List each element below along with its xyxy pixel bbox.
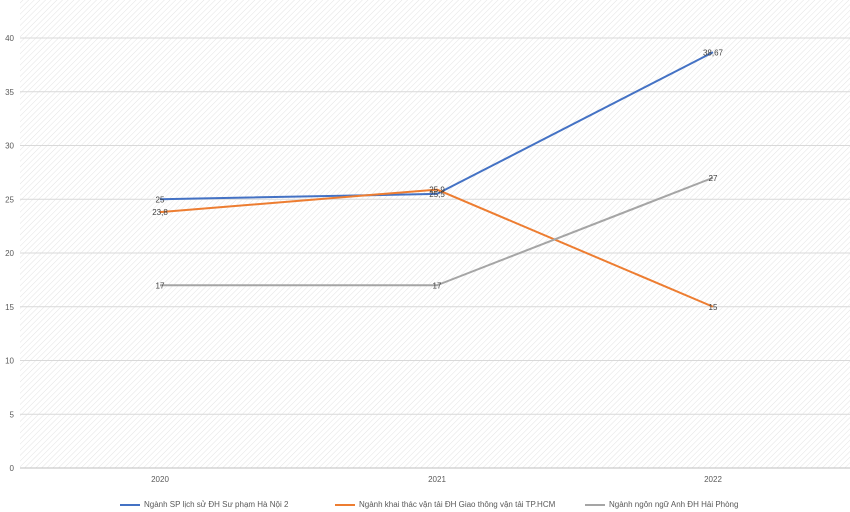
data-label: 25: [156, 195, 165, 204]
data-label: 17: [156, 281, 165, 290]
legend-swatch: [335, 503, 355, 506]
y-tick-label: 5: [10, 410, 15, 419]
data-label: 23,8: [152, 208, 168, 217]
y-tick-label: 30: [5, 142, 14, 151]
data-label: 25,9: [429, 186, 445, 195]
y-tick-label: 15: [5, 303, 14, 312]
data-label: 25,5: [429, 190, 445, 199]
series-line-1: [159, 51, 714, 201]
data-label: 17: [433, 281, 442, 290]
x-tick-label: 2021: [428, 475, 446, 484]
data-label: 27: [709, 174, 718, 183]
y-tick-label: 25: [5, 195, 14, 204]
y-tick-label: 35: [5, 88, 14, 97]
plot-area: [20, 0, 850, 468]
legend-item-series-3: Ngành ngôn ngữ Anh ĐH Hải Phòng: [585, 500, 738, 509]
legend-label: Ngành ngôn ngữ Anh ĐH Hải Phòng: [609, 500, 739, 509]
legend-item-series-1: Ngành SP lịch sử ĐH Sư phạm Hà Nội 2: [120, 500, 288, 509]
y-tick-label: 0: [10, 464, 15, 473]
series-line-2: [159, 188, 714, 308]
data-labels: 25 25,5 38,67 23,8 25,9 15 17 17 27: [152, 48, 723, 311]
data-label: 38,67: [703, 48, 724, 57]
y-tick-label: 40: [5, 34, 14, 43]
legend-swatch: [585, 503, 605, 506]
x-tick-label: 2020: [151, 475, 169, 484]
series-lines: [159, 51, 714, 308]
series-line-3: [160, 176, 714, 287]
line-chart: 0 5 10 15 20 25 30 35 40 2020 2021 2022 25 25,5 38,67…: [5, 0, 850, 484]
y-tick-label: 20: [5, 249, 14, 258]
data-label: 15: [709, 303, 718, 312]
y-tick-label: 10: [5, 357, 14, 366]
x-tick-label: 2022: [704, 475, 722, 484]
legend-label: Ngành SP lịch sử ĐH Sư phạm Hà Nội 2: [144, 500, 289, 509]
legend-label: Ngành khai thác vận tải ĐH Giao thông vậ…: [359, 500, 556, 509]
axes: 0 5 10 15 20 25 30 35 40 2020 2021 2022: [5, 34, 850, 484]
gridlines: [20, 37, 850, 469]
legend-item-series-2: Ngành khai thác vận tải ĐH Giao thông vậ…: [335, 500, 555, 509]
legend-swatch: [120, 503, 140, 506]
legend: Ngành SP lịch sử ĐH Sư phạm Hà Nội 2 Ngà…: [0, 496, 850, 512]
